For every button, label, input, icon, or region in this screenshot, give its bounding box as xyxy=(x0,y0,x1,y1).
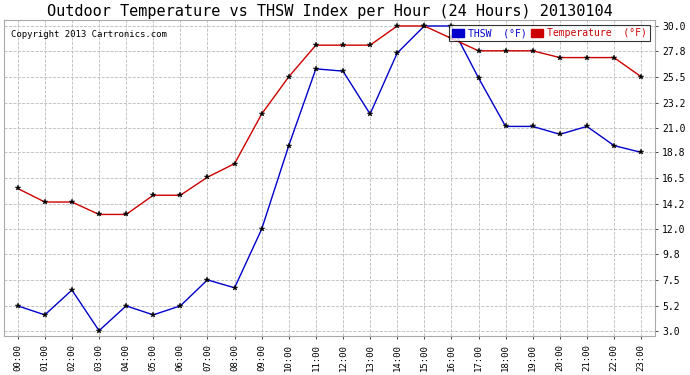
Legend: THSW  (°F), Temperature  (°F): THSW (°F), Temperature (°F) xyxy=(449,25,650,41)
Title: Outdoor Temperature vs THSW Index per Hour (24 Hours) 20130104: Outdoor Temperature vs THSW Index per Ho… xyxy=(46,4,612,19)
Text: Copyright 2013 Cartronics.com: Copyright 2013 Cartronics.com xyxy=(10,30,166,39)
